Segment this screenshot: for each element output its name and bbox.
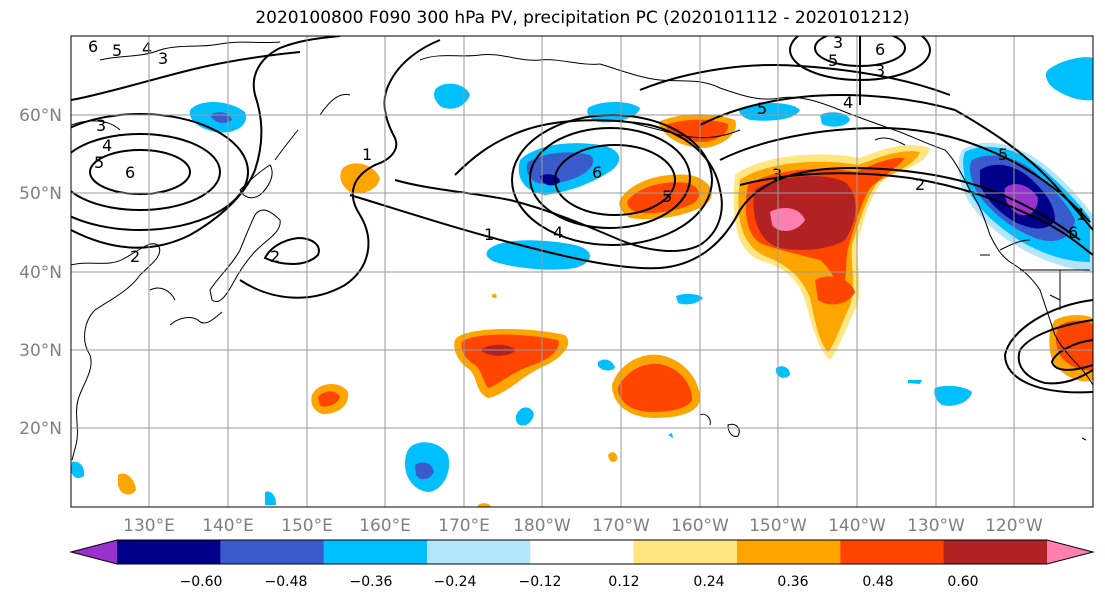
contour-label: 6 bbox=[88, 37, 98, 56]
lat-labels: 60°N 50°N 40°N 30°N 20°N bbox=[19, 106, 62, 439]
contour-label: 4 bbox=[102, 136, 112, 155]
colorbar-tick-label: −0.24 bbox=[434, 574, 477, 590]
colorbar-swatch bbox=[530, 540, 635, 564]
lat-label: 60°N bbox=[19, 106, 62, 126]
lon-label: 150°W bbox=[749, 516, 807, 536]
colorbar-extend-low bbox=[71, 540, 117, 564]
colorbar-swatch bbox=[323, 540, 428, 564]
contour-label: 3 bbox=[96, 116, 106, 135]
contour-label: 6 bbox=[875, 40, 885, 59]
lat-label: 50°N bbox=[19, 184, 62, 204]
colorbar-swatch bbox=[117, 540, 221, 564]
lat-label: 20°N bbox=[19, 419, 62, 439]
contour-label: 4 bbox=[142, 39, 152, 58]
lat-label: 30°N bbox=[19, 341, 62, 361]
pv-contour-labels: 6 5 4 3 3 4 5 6 2 1 2 1 5 4 4 5 3 2 5 6 bbox=[88, 33, 1086, 266]
colorbar-tick-label: −0.60 bbox=[180, 574, 223, 590]
colorbar-tick-label: 0.36 bbox=[777, 574, 808, 590]
colorbar-tick-labels: −0.60 −0.48 −0.36 −0.24 −0.12 0.12 0.24 … bbox=[180, 574, 979, 590]
colorbar-tick-label: 0.60 bbox=[947, 574, 978, 590]
graticule bbox=[71, 36, 1093, 507]
precip-shading bbox=[71, 57, 1093, 507]
contour-label: 1 bbox=[362, 145, 372, 164]
colorbar-tick-label: −0.12 bbox=[519, 574, 562, 590]
contour-label: 2 bbox=[915, 175, 925, 194]
colorbar-swatch bbox=[737, 540, 841, 564]
contour-label: 3 bbox=[772, 165, 782, 184]
contour-label: 5 bbox=[94, 153, 104, 172]
colorbar-swatch bbox=[220, 540, 325, 564]
contour-label: 6 bbox=[125, 163, 135, 182]
colorbar-tick-label: 0.12 bbox=[608, 574, 639, 590]
contour-label: 5 bbox=[998, 145, 1008, 164]
map-area: 6 5 4 3 3 4 5 6 2 1 2 1 5 4 4 5 3 2 5 6 bbox=[71, 33, 1093, 507]
colorbar-swatch bbox=[840, 540, 945, 564]
colorbar-outline bbox=[69, 539, 1095, 565]
colorbar-swatch bbox=[633, 540, 738, 564]
contour-label: 5 bbox=[112, 41, 122, 60]
contour-label: 6 bbox=[1068, 223, 1078, 242]
lon-label: 160°W bbox=[671, 516, 729, 536]
contour-label: 2 bbox=[270, 247, 280, 266]
lon-label: 120°W bbox=[985, 516, 1043, 536]
colorbar-tick-label: 0.24 bbox=[693, 574, 724, 590]
contour-label: 3 bbox=[158, 49, 168, 68]
contour-label: 1 bbox=[1076, 205, 1086, 224]
lon-label: 130°W bbox=[907, 516, 965, 536]
colorbar-tick-label: −0.48 bbox=[265, 574, 308, 590]
lon-label: 160°E bbox=[359, 516, 411, 536]
colorbar-swatch bbox=[943, 540, 1048, 564]
contour-label: 3 bbox=[833, 33, 843, 52]
colorbar bbox=[69, 539, 1095, 565]
contour-label: 5 bbox=[662, 187, 672, 206]
contour-label: 3 bbox=[875, 61, 885, 80]
lon-label: 130°E bbox=[123, 516, 175, 536]
pv-contours bbox=[71, 36, 1093, 394]
lon-label: 170°E bbox=[438, 516, 490, 536]
lat-label: 40°N bbox=[19, 263, 62, 283]
colorbar-extend-high bbox=[1047, 540, 1093, 564]
lon-label: 140°E bbox=[202, 516, 254, 536]
coastlines bbox=[71, 41, 1093, 461]
contour-label: 4 bbox=[843, 93, 853, 112]
lon-label: 170°W bbox=[592, 516, 650, 536]
contour-label: 5 bbox=[828, 51, 838, 70]
lon-labels: 130°E 140°E 150°E 160°E 170°E 180°W 170°… bbox=[123, 516, 1043, 536]
colorbar-swatch bbox=[427, 540, 531, 564]
figure-title: 2020100800 F090 300 hPa PV, precipitatio… bbox=[255, 8, 910, 28]
lon-label: 140°W bbox=[828, 516, 886, 536]
contour-label: 5 bbox=[757, 99, 767, 118]
contour-label: 6 bbox=[592, 163, 602, 182]
colorbar-tick-label: −0.36 bbox=[350, 574, 393, 590]
colorbar-tick-label: 0.48 bbox=[862, 574, 893, 590]
contour-label: 4 bbox=[553, 223, 563, 242]
contour-label: 2 bbox=[130, 247, 140, 266]
map-frame bbox=[70, 35, 1094, 508]
contour-label: 1 bbox=[484, 225, 494, 244]
lon-label: 150°E bbox=[281, 516, 333, 536]
lon-label: 180°W bbox=[513, 516, 571, 536]
